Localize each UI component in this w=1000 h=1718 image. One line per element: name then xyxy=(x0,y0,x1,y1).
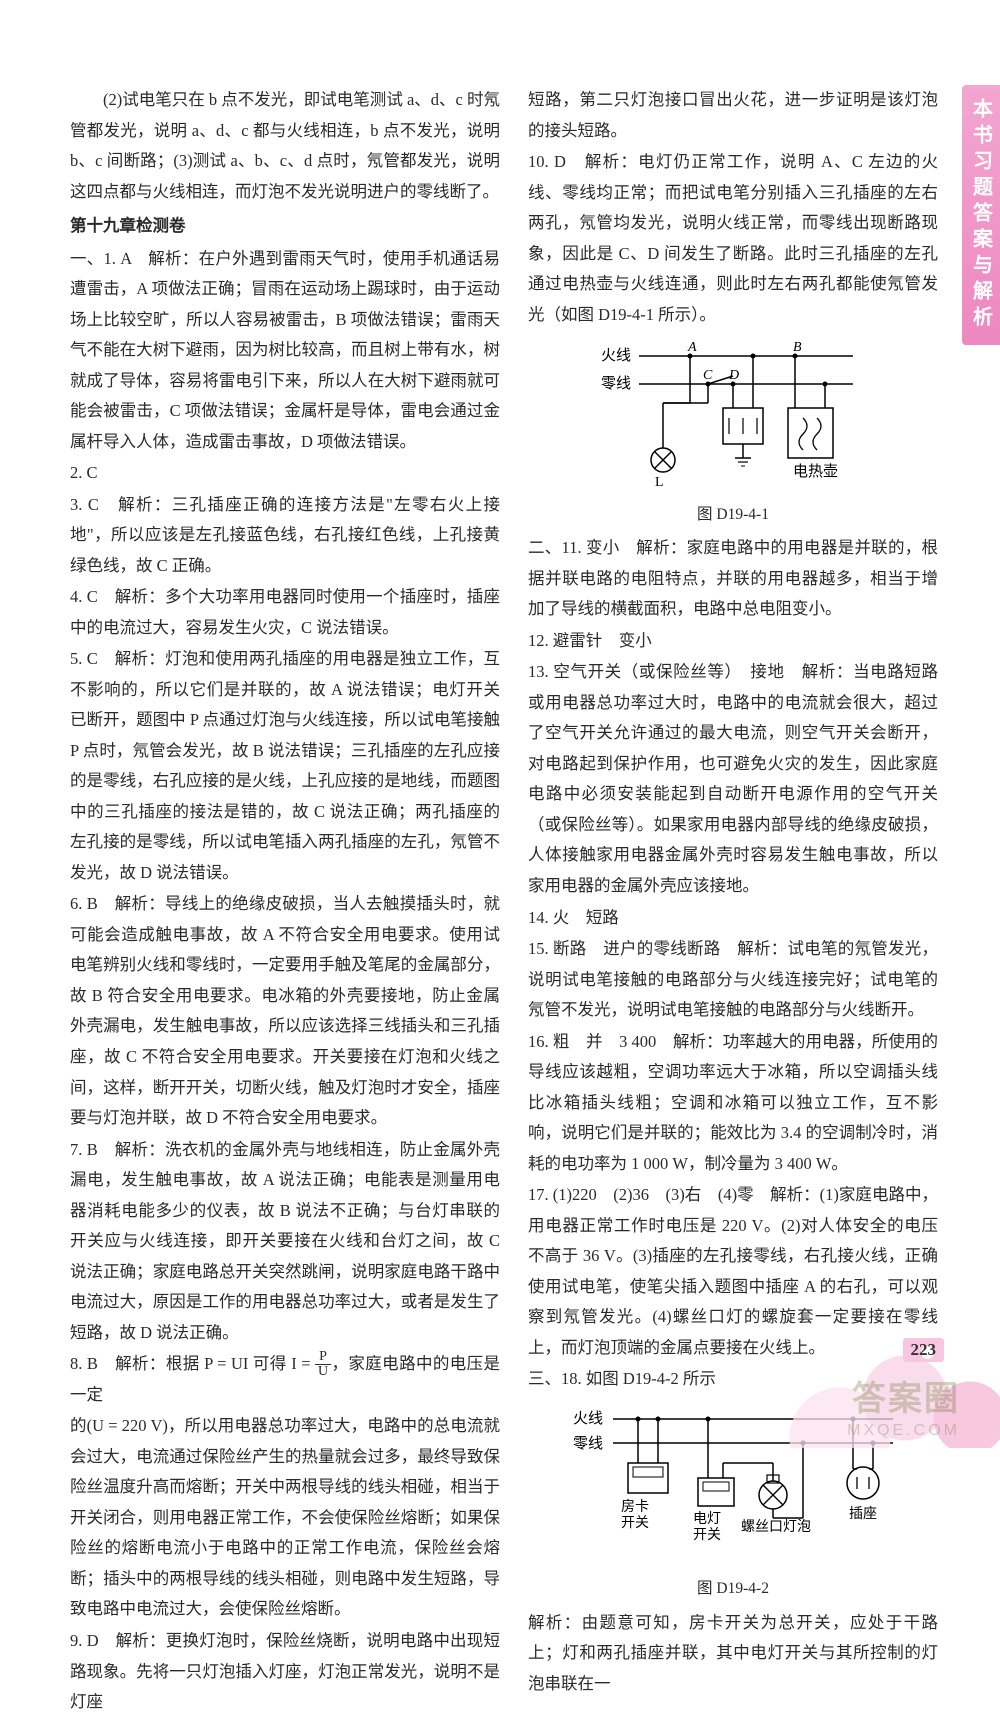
q8: 8. B 解析：根据 P = UI 可得 I = PU，家庭电路中的电压是一定 xyxy=(70,1349,500,1410)
q12: 12. 避雷针 变小 xyxy=(528,626,938,657)
q7: 7. B 解析：洗衣机的金属外壳与地线相连，防止金属外壳漏电，发生触电事故，故 … xyxy=(70,1135,500,1349)
fig2-socket: 插座 xyxy=(849,1506,877,1522)
fig1-kettle: 电热壶 xyxy=(793,462,838,480)
page: 本书习题答案与解析 (2)试电笔只在 b 点不发光，即试电笔测试 a、d、c 时… xyxy=(0,0,1000,1448)
q8-a: 8. B 解析：根据 P = UI 可得 I = xyxy=(70,1354,315,1373)
fig1-C: C xyxy=(703,368,713,383)
q16: 16. 粗 并 3 400 解析：功率越大的用电器，所使用的导线应该越粗，空调功… xyxy=(528,1027,938,1180)
fig2-lampsw: 电灯 xyxy=(693,1511,721,1527)
q13: 13. 空气开关（或保险丝等） 接地 解析：当电路短路或用电器总功率过大时，电路… xyxy=(528,657,938,901)
right-column: 短路，第二只灯泡接口冒出火花，进一步证明是该灯泡的接头短路。 10. D 解析：… xyxy=(528,85,938,1365)
figure-d19-4-1: 火线 零线 A B C D xyxy=(528,338,938,529)
watermark-sub: MXQE.COM xyxy=(847,1422,960,1440)
q8c: 的(U = 220 V)，所以用电器总功率过大，电路中的总电流就会过大，电流通过… xyxy=(70,1411,500,1625)
right-p0: 短路，第二只灯泡接口冒出火花，进一步证明是该灯泡的接头短路。 xyxy=(528,85,938,146)
chapter-test-heading: 第十九章检测卷 xyxy=(70,211,500,242)
svg-text:开关: 开关 xyxy=(693,1527,721,1543)
fig1-D: D xyxy=(728,368,739,383)
q15: 15. 断路 进户的零线断路 解析：试电笔的氖管发光，说明试电笔接触的电路部分与… xyxy=(528,934,938,1026)
sidebar-tab: 本书习题答案与解析 xyxy=(962,85,1000,345)
q18b: 解析：由题意可知，房卡开关为总开关，应处于干路上；灯和两孔插座并联，其中电灯开关… xyxy=(528,1608,938,1700)
fig2-caption: 图 D19-4-2 xyxy=(528,1575,938,1604)
q9: 9. D 解析：更换灯泡时，保险丝烧断，说明电路中出现短路现象。先将一只灯泡插入… xyxy=(70,1626,500,1718)
fig1-L: L xyxy=(655,475,664,488)
svg-text:开关: 开关 xyxy=(621,1515,649,1531)
q2: 2. C xyxy=(70,458,500,489)
fig1-B: B xyxy=(793,340,802,355)
content-columns: (2)试电笔只在 b 点不发光，即试电笔测试 a、d、c 时氖管都发光，说明 a… xyxy=(70,85,940,1365)
sidebar-label: 本书习题答案与解析 xyxy=(967,98,996,332)
q1: 一、1. A 解析：在户外遇到雷雨天气时，使用手机通话易遭雷击，A 项做法正确；… xyxy=(70,244,500,458)
left-p1: (2)试电笔只在 b 点不发光，即试电笔测试 a、d、c 时氖管都发光，说明 a… xyxy=(70,85,500,207)
q6: 6. B 解析：导线上的绝缘皮破损，当人去触摸插头时，就可能会造成触电事故，故 … xyxy=(70,889,500,1133)
q4: 4. C 解析：多个大功率用电器同时使用一个插座时，插座中的电流过大，容易发生火… xyxy=(70,582,500,643)
fig1-zero: 零线 xyxy=(601,375,631,392)
fig1-A: A xyxy=(687,340,697,355)
fig2-card: 房卡 xyxy=(621,1499,649,1515)
fig2-lamp: 螺丝口灯泡 xyxy=(741,1519,811,1535)
q3: 3. C 解析：三孔插座正确的连接方法是"左零右火上接地"，所以应该是左孔接蓝色… xyxy=(70,490,500,582)
q5: 5. C 解析：灯泡和使用两孔插座的用电器是独立工作，互不影响的，所以它们是并联… xyxy=(70,644,500,888)
watermark: 答案圈 xyxy=(852,1371,960,1420)
fig1-caption: 图 D19-4-1 xyxy=(528,501,938,530)
q11: 二、11. 变小 解析：家庭电路中的用电器是并联的，根据并联电路的电阻特点，并联… xyxy=(528,533,938,625)
fig2-fire: 火线 xyxy=(573,1410,603,1427)
fig2-zero: 零线 xyxy=(573,1435,603,1452)
circuit-diagram-1-icon: 火线 零线 A B C D xyxy=(593,338,873,488)
left-column: (2)试电笔只在 b 点不发光，即试电笔测试 a、d、c 时氖管都发光，说明 a… xyxy=(70,85,500,1365)
page-number: 223 xyxy=(903,1338,945,1362)
fig1-fire: 火线 xyxy=(601,347,631,364)
q14: 14. 火 短路 xyxy=(528,903,938,934)
q10: 10. D 解析：电灯仍正常工作，说明 A、C 左边的火线、零线均正常；而把试电… xyxy=(528,147,938,330)
fraction-icon: PU xyxy=(315,1350,331,1379)
